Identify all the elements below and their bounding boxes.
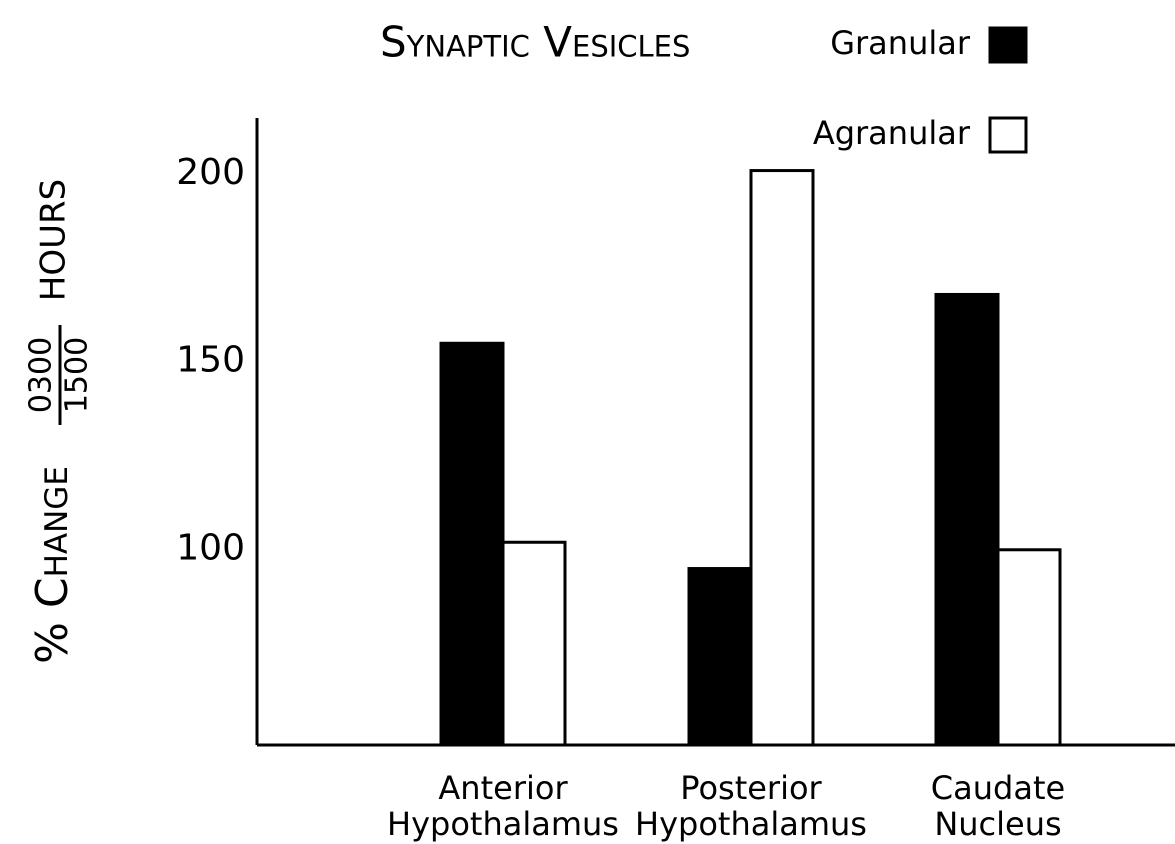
bar [439, 341, 505, 747]
bar [501, 540, 567, 747]
legend-label: Agranular [813, 114, 971, 152]
chart-title: Synaptic Vesicles [380, 18, 690, 67]
y-tick-label: 200 [176, 152, 245, 193]
legend-swatch [988, 116, 1028, 154]
bar [996, 548, 1062, 747]
y-label: % Change [27, 466, 78, 664]
x-tick-label: Anterior Hypothalamus [387, 769, 619, 843]
bar [687, 567, 753, 747]
y-label-denominator: 1500 [60, 337, 95, 413]
y-axis-label: % Change 0300 1500 HOURS [24, 179, 95, 664]
legend-swatch [988, 26, 1028, 64]
y-tick-label: 100 [176, 527, 245, 568]
legend-label: Granular [830, 24, 971, 62]
bar [934, 292, 1000, 747]
y-label-numerator: 0300 [24, 337, 59, 413]
y-label-unit: HOURS [34, 179, 74, 301]
x-tick-label: Caudate Nucleus [931, 769, 1065, 843]
x-tick-label: Posterior Hypothalamus [635, 769, 867, 843]
y-tick-label: 150 [176, 340, 245, 381]
bar [749, 169, 815, 747]
